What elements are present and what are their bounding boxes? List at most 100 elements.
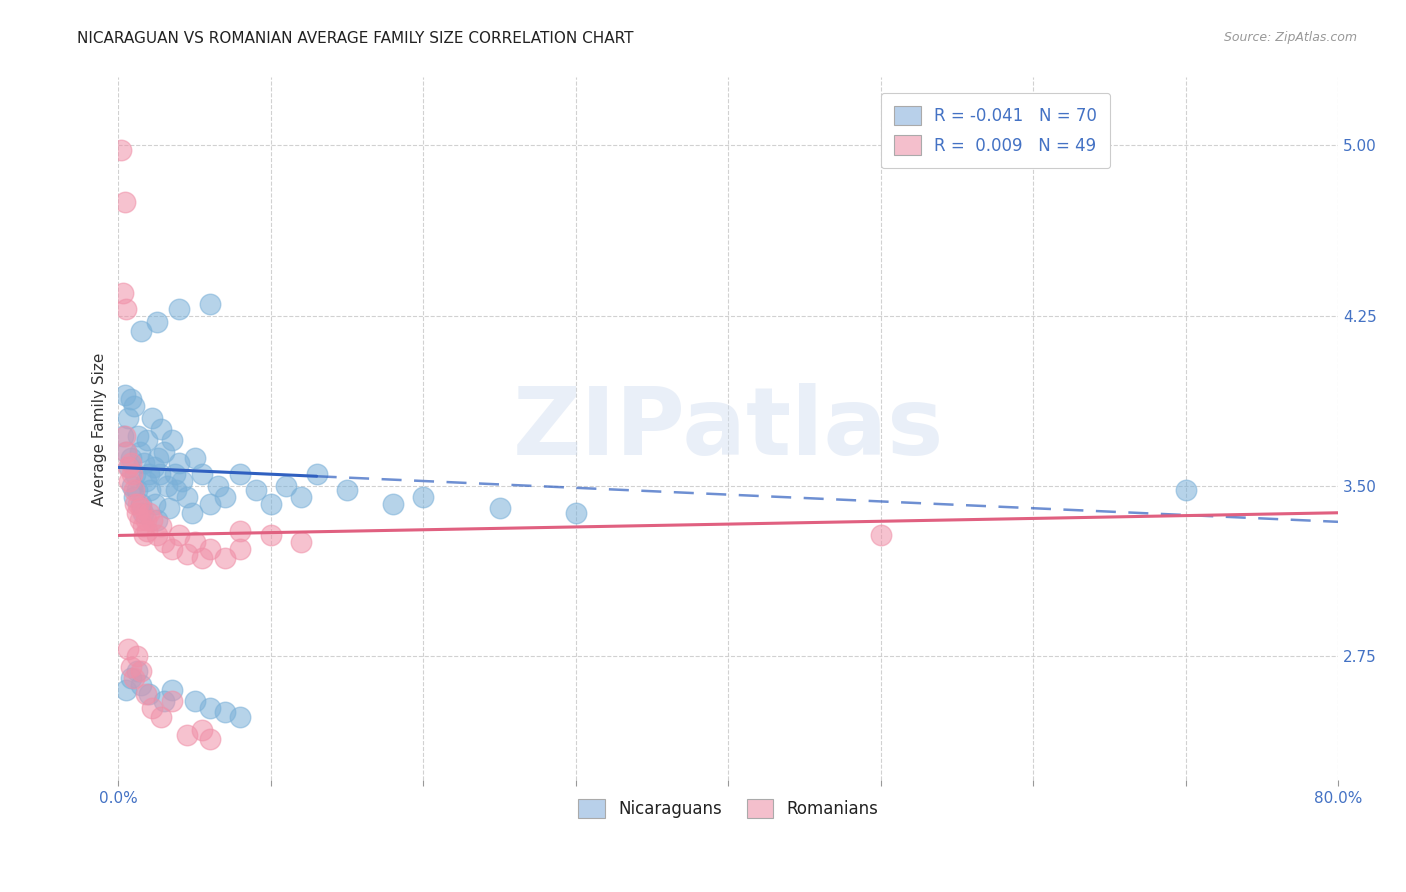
Point [135,512,157,526]
Text: ZIPatlas: ZIPatlas [513,383,943,475]
Point [145,528,167,542]
Point [141,700,163,714]
Point [176,728,198,742]
Point [131,501,153,516]
Point [183,694,205,708]
Point [276,478,298,492]
Point [134,456,156,470]
Text: NICARAGUAN VS ROMANIAN AVERAGE FAMILY SIZE CORRELATION CHART: NICARAGUAN VS ROMANIAN AVERAGE FAMILY SI… [77,31,634,46]
Text: Source: ZipAtlas.com: Source: ZipAtlas.com [1223,31,1357,45]
Point [143,497,166,511]
Point [138,687,160,701]
Point [149,467,172,482]
Point [160,434,183,448]
Point [115,444,138,458]
Point [214,706,236,720]
Point [381,497,404,511]
Point [138,506,160,520]
Point [191,551,214,566]
Point [132,506,155,520]
Point [180,506,202,520]
Point [198,700,221,714]
Point [150,710,173,724]
Point [150,422,173,436]
Point [198,497,221,511]
Point [412,490,434,504]
Point [128,512,150,526]
Point [111,428,134,442]
Point [157,501,180,516]
Point [131,665,153,679]
Point [120,456,142,470]
Point [176,490,198,504]
Point [229,542,252,557]
Legend: Nicaraguans, Romanians: Nicaraguans, Romanians [571,792,886,825]
Point [153,535,176,549]
Point [135,687,157,701]
Point [1174,483,1197,497]
Point [229,710,252,724]
Point [114,195,136,210]
Point [136,434,159,448]
Point [142,460,165,475]
Point [120,660,142,674]
Point [118,474,141,488]
Point [141,410,163,425]
Point [124,497,146,511]
Point [125,665,148,679]
Point [115,444,138,458]
Point [127,497,149,511]
Point [183,535,205,549]
Point [120,671,142,685]
Point [198,732,221,747]
Point [122,483,145,497]
Point [565,506,588,520]
Point [111,285,134,300]
Point [229,524,252,538]
Point [127,428,149,442]
Point [191,467,214,482]
Point [214,490,236,504]
Point [125,506,148,520]
Point [245,483,267,497]
Point [117,410,139,425]
Point [169,301,191,316]
Point [169,528,191,542]
Point [139,483,162,497]
Point [118,460,141,475]
Point [165,483,187,497]
Point [110,143,132,157]
Point [198,297,221,311]
Point [172,474,194,488]
Point [191,723,214,738]
Point [169,456,191,470]
Point [183,451,205,466]
Point [141,512,163,526]
Point [207,478,229,492]
Point [125,483,148,497]
Point [869,528,891,542]
Point [260,497,283,511]
Point [131,497,153,511]
Point [145,315,167,329]
Point [160,682,183,697]
Point [156,478,179,492]
Point [121,467,143,482]
Point [290,535,312,549]
Point [336,483,359,497]
Point [260,528,283,542]
Point [117,460,139,475]
Point [136,524,159,538]
Point [214,551,236,566]
Point [122,671,145,685]
Point [229,467,252,482]
Point [198,542,221,557]
Point [135,474,157,488]
Point [120,451,142,466]
Point [122,490,145,504]
Point [146,451,169,466]
Point [114,428,136,442]
Point [120,392,142,407]
Point [125,648,148,663]
Point [153,694,176,708]
